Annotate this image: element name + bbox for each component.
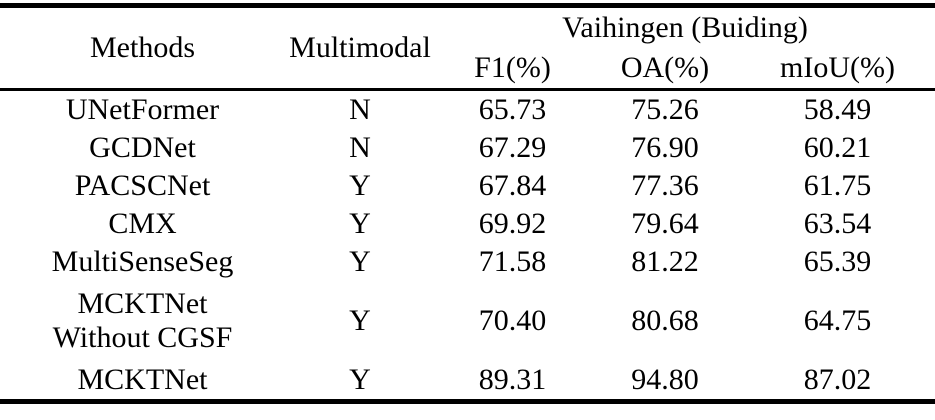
- table-header: Methods Multimodal Vaihingen (Buiding) F…: [0, 6, 935, 90]
- col-header-miou: mIoU(%): [780, 50, 895, 84]
- header-row-group: Methods Multimodal Vaihingen (Buiding): [0, 6, 935, 64]
- multimodal-cell: Y: [349, 303, 371, 337]
- oa-cell: 81.22: [631, 244, 699, 278]
- oa-cell: 76.90: [631, 130, 699, 164]
- miou-cell: 58.49: [803, 92, 872, 126]
- table-row: CMX Y 69.92 79.64 63.54: [0, 205, 935, 243]
- table-row: MultiSenseSeg Y 71.58 81.22 65.39: [0, 243, 935, 281]
- oa-cell: 80.68: [631, 303, 699, 337]
- f1-cell: 67.29: [478, 130, 547, 164]
- multimodal-cell: Y: [349, 362, 371, 396]
- col-header-multimodal: Multimodal: [289, 30, 431, 64]
- method-cell: MCKTNet Without CGSF: [52, 286, 233, 355]
- col-header-oa: OA(%): [620, 50, 710, 84]
- multimodal-cell: Y: [349, 244, 371, 278]
- table-row: GCDNet N 67.29 76.90 60.21: [0, 129, 935, 167]
- miou-cell: 65.39: [803, 244, 872, 278]
- miou-cell: 87.02: [803, 362, 872, 396]
- f1-cell: 67.84: [478, 168, 547, 202]
- oa-cell: 79.64: [631, 206, 699, 240]
- f1-cell: 89.31: [478, 362, 547, 396]
- method-cell: CMX: [108, 206, 177, 240]
- col-header-methods: Methods: [90, 30, 195, 64]
- miou-cell: 61.75: [803, 168, 872, 202]
- oa-cell: 75.26: [631, 92, 699, 126]
- results-table: Methods Multimodal Vaihingen (Buiding) F…: [0, 3, 935, 404]
- table-row: PACSCNet Y 67.84 77.36 61.75: [0, 167, 935, 205]
- method-cell: MultiSenseSeg: [51, 244, 234, 278]
- table-row: MCKTNet Y 89.31 94.80 87.02: [0, 361, 935, 402]
- miou-cell: 64.75: [803, 303, 872, 337]
- multimodal-cell: Y: [349, 168, 371, 202]
- oa-cell: 77.36: [631, 168, 699, 202]
- header-row-metrics: F1(%) OA(%) mIoU(%): [0, 48, 935, 90]
- col-header-f1: F1(%): [474, 50, 551, 84]
- multimodal-cell: N: [349, 92, 371, 126]
- f1-cell: 65.73: [478, 92, 547, 126]
- method-cell: MCKTNet: [77, 362, 208, 396]
- miou-cell: 63.54: [803, 206, 872, 240]
- f1-cell: 71.58: [478, 244, 547, 278]
- oa-cell: 94.80: [631, 362, 699, 396]
- table-row: UNetFormer N 65.73 75.26 58.49: [0, 90, 935, 130]
- method-cell: UNetFormer: [65, 92, 220, 126]
- table-row: MCKTNet Without CGSF Y 70.40 80.68 64.75: [0, 281, 935, 361]
- method-cell: GCDNet: [89, 130, 196, 164]
- col-group-header-vaihingen-building: Vaihingen (Buiding): [562, 10, 808, 44]
- miou-cell: 60.21: [803, 130, 872, 164]
- table-body: UNetFormer N 65.73 75.26 58.49 GCDNet N …: [0, 90, 935, 402]
- multimodal-cell: N: [349, 130, 371, 164]
- method-cell: PACSCNet: [74, 168, 211, 202]
- f1-cell: 69.92: [478, 206, 547, 240]
- multimodal-cell: Y: [349, 206, 371, 240]
- f1-cell: 70.40: [478, 303, 547, 337]
